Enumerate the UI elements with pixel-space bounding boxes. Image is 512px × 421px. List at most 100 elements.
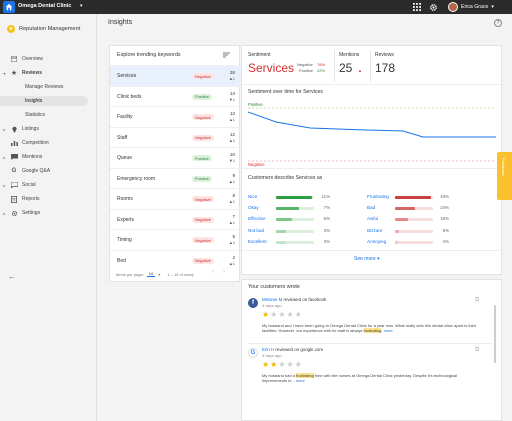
sort-icon[interactable] bbox=[223, 52, 230, 58]
keyword-count: 14 bbox=[229, 90, 235, 96]
descriptor-word[interactable]: Awful bbox=[367, 216, 379, 222]
sidebar-item-overview[interactable]: Overview bbox=[0, 54, 97, 64]
per-page-select[interactable]: 10 bbox=[146, 271, 156, 277]
help-icon[interactable]: ? bbox=[494, 19, 502, 27]
descriptor-word[interactable]: Bizzare bbox=[367, 227, 383, 233]
review-more-link[interactable]: more bbox=[295, 378, 305, 383]
keyword-row[interactable]: Bed Negative 2 ▲1 bbox=[110, 249, 241, 271]
sidebar-item-manage-reviews[interactable]: Manage Reviews bbox=[0, 82, 97, 92]
sidebar-item-social[interactable]: ▸ Social bbox=[0, 180, 97, 190]
descriptor-pct: 43% bbox=[440, 194, 449, 199]
keyword-trend: ▲1 bbox=[228, 117, 235, 122]
sentiment-badge: Negative bbox=[192, 257, 214, 264]
star-icon: ★ bbox=[278, 360, 287, 369]
keyword-trend: ▼1 bbox=[228, 158, 235, 163]
review-item: f Melanie M reviewed on facebook 4 days … bbox=[248, 297, 493, 341]
descriptor-word[interactable]: Excellent bbox=[248, 238, 267, 244]
keyword-row[interactable]: Experts Negative 7 ▲1 bbox=[110, 208, 241, 230]
descriptor-bar bbox=[395, 240, 433, 244]
review-author[interactable]: Melanie M bbox=[262, 297, 283, 302]
sentiment-badge: Negative bbox=[192, 196, 214, 202]
descriptor-bar bbox=[395, 229, 433, 233]
descriptor-bar-fill bbox=[276, 229, 286, 233]
keyword-name: Clinic beds bbox=[117, 93, 142, 100]
see-more-button[interactable]: See more ▾ bbox=[354, 256, 380, 262]
open-external-icon[interactable]: ⧉ bbox=[475, 347, 480, 353]
keyword-trend: ▼1 bbox=[228, 96, 235, 102]
sidebar-item-reports[interactable]: Reports bbox=[0, 194, 97, 204]
scrollbar[interactable] bbox=[494, 305, 496, 363]
keyword-row[interactable]: Clinic beds Positive 14 ▼1 bbox=[110, 85, 241, 107]
sentiment-badge: Positive bbox=[192, 175, 213, 182]
star-icon: ★ bbox=[278, 310, 287, 319]
feedback-tab[interactable]: Feedback bbox=[497, 152, 512, 200]
sidebar-item-insights[interactable]: Insights bbox=[0, 96, 88, 106]
descriptor-word[interactable]: Effective bbox=[248, 216, 266, 222]
review-more-link[interactable]: more bbox=[383, 328, 393, 333]
review-author[interactable]: Erin H bbox=[262, 347, 275, 352]
org-selector[interactable]: Omega Dental Clinic bbox=[18, 3, 72, 9]
keyword-count: 28 bbox=[229, 70, 235, 75]
keyword-count: 7 bbox=[232, 213, 235, 219]
keyword-name: Staff bbox=[117, 134, 128, 141]
descriptor-word[interactable]: Frustrating bbox=[367, 194, 389, 199]
sidebar-item-competition[interactable]: Competition bbox=[0, 138, 97, 148]
descriptor-row: Excellent 3% bbox=[248, 238, 368, 249]
keyword-name: Queue bbox=[117, 155, 133, 161]
org-dropdown-icon[interactable]: ▾ bbox=[80, 3, 83, 9]
sidebar-item-label: Competition bbox=[22, 140, 49, 146]
sidebar-item-statistics[interactable]: Statistics bbox=[0, 110, 97, 120]
user-menu[interactable]: Erica Grace ▾ bbox=[448, 1, 508, 13]
google-icon: G bbox=[11, 168, 17, 174]
descriptor-word[interactable]: Not bad bbox=[248, 227, 265, 233]
sidebar-item-listings[interactable]: ▸ Listings bbox=[0, 124, 97, 134]
keyword-row[interactable]: Services Negative 28 ▲1 bbox=[110, 65, 241, 86]
sentiment-stat: Sentiment Services bbox=[248, 52, 294, 75]
keyword-trend: ▲1 bbox=[228, 219, 235, 225]
descriptor-word[interactable]: Okay bbox=[248, 205, 259, 211]
star-icon: ★ bbox=[294, 360, 303, 369]
page-prev-icon[interactable]: ‹ bbox=[212, 269, 214, 275]
home-icon bbox=[5, 3, 13, 11]
sidebar-item-google-qa[interactable]: G Google Q&A bbox=[0, 166, 97, 176]
per-page-dropdown-icon[interactable]: ▾ bbox=[158, 271, 161, 277]
descriptor-row: Annoying 4% bbox=[367, 238, 487, 249]
descriptor-bar-fill bbox=[276, 196, 312, 199]
sidebar-item-mentions[interactable]: ▸ Mentions bbox=[0, 152, 97, 162]
keyword-name: Timing bbox=[117, 237, 132, 243]
descriptor-bar-fill bbox=[395, 207, 416, 211]
descriptor-word[interactable]: Annoying bbox=[367, 238, 387, 244]
collapse-sidebar-arrow-icon[interactable]: ← bbox=[8, 272, 16, 281]
keyword-count: 2 bbox=[232, 254, 235, 260]
keyword-count: 9 bbox=[232, 172, 235, 178]
review-action: reviewed on google.com bbox=[274, 347, 324, 352]
divider bbox=[248, 343, 493, 344]
google-icon: G bbox=[248, 348, 258, 358]
apps-grid-icon[interactable] bbox=[412, 2, 422, 12]
sidebar-item-reviews[interactable]: ▾ ★ Reviews bbox=[0, 68, 97, 78]
descriptor-word[interactable]: Bad bbox=[367, 205, 376, 211]
gear-icon bbox=[9, 210, 19, 217]
review-text: My husband and I have been going to Omeg… bbox=[262, 323, 477, 333]
keyword-row[interactable]: Timing Negative 5 ▲1 bbox=[110, 229, 241, 250]
chevron-down-icon: ▾ bbox=[377, 256, 380, 262]
star-icon: ★ bbox=[262, 310, 271, 319]
home-button[interactable] bbox=[3, 1, 15, 13]
negative-pct: 78% bbox=[317, 62, 326, 67]
review-author-line: Erin H reviewed on google.com bbox=[262, 347, 323, 352]
sentiment-chart-title: Sentiment over time for Services bbox=[248, 89, 323, 95]
sentiment-badge: Positive bbox=[192, 93, 213, 100]
keyword-row[interactable]: Staff Negative 12 ▲1 bbox=[110, 126, 241, 148]
keyword-row[interactable]: Rooms Negative 8 ▲1 bbox=[110, 188, 241, 209]
keyword-row[interactable]: Queue Positive 10 ▼1 bbox=[110, 147, 241, 168]
open-external-icon[interactable]: ⧉ bbox=[475, 297, 480, 303]
page-next-icon[interactable]: › bbox=[223, 269, 225, 275]
mentions-value: 25 bbox=[339, 61, 353, 75]
sidebar-item-settings[interactable]: ▸ Settings bbox=[0, 208, 97, 218]
keyword-row[interactable]: Facility Negative 13 ▲1 bbox=[110, 106, 241, 127]
social-icon bbox=[9, 182, 19, 188]
settings-gear-icon[interactable] bbox=[428, 2, 438, 12]
descriptor-word[interactable]: Nice bbox=[248, 194, 258, 199]
chart-positive-label: Positive bbox=[248, 102, 263, 107]
keyword-row[interactable]: Emergency room Positive 9 ▲1 bbox=[110, 167, 241, 189]
